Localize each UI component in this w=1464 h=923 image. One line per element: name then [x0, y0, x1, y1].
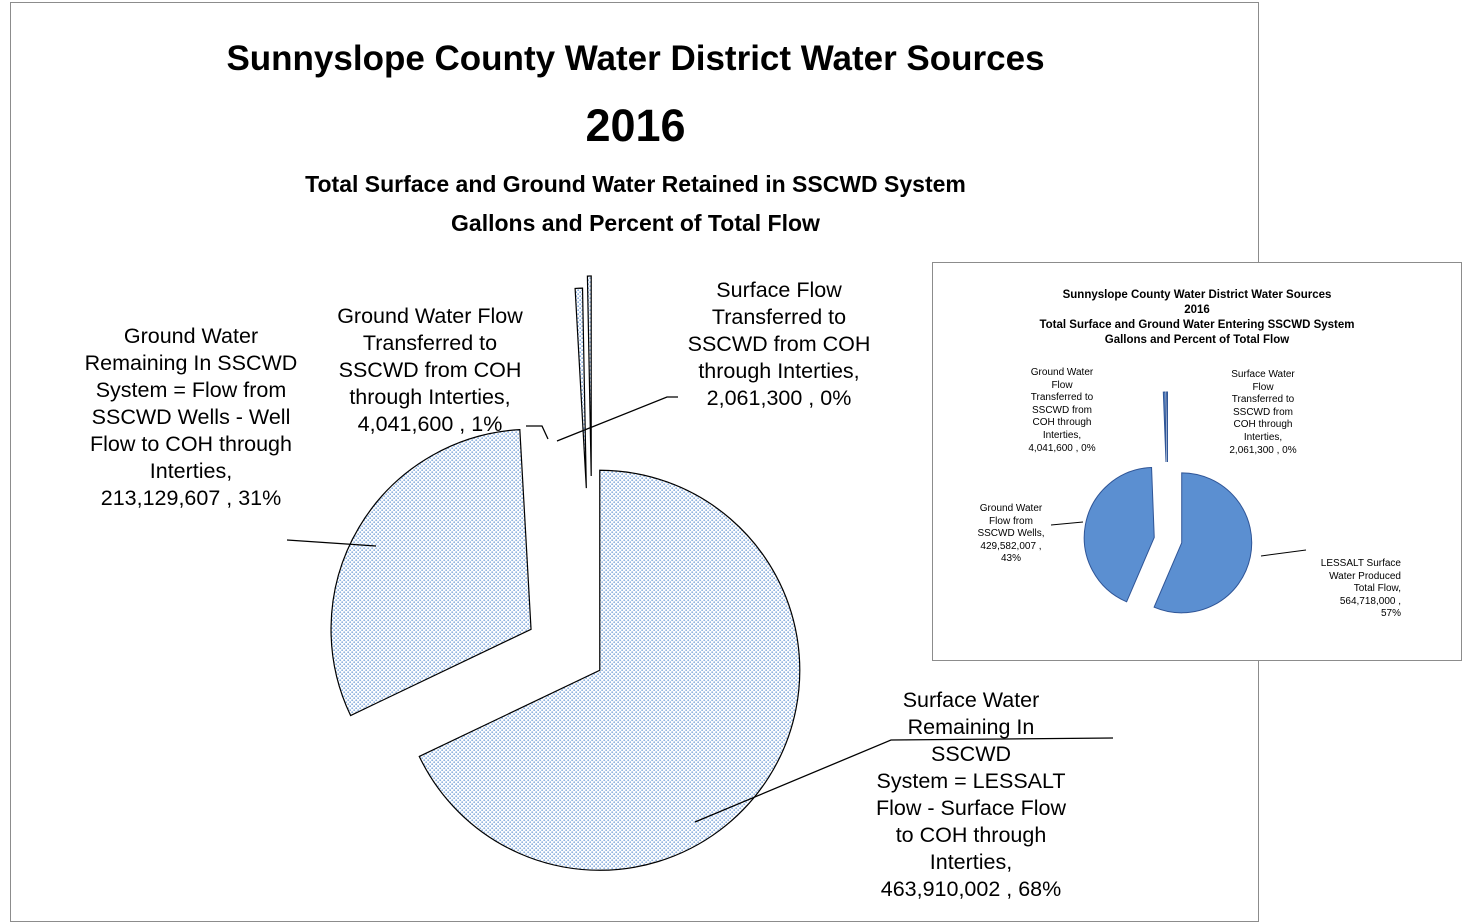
inset-year: 2016 [1184, 304, 1210, 316]
data-label-ground-transferred: Ground Water Flow Transferred to SSCWD f… [337, 304, 523, 436]
data-label-surface-remaining: Surface Water Remaining In SSCWD System … [876, 688, 1066, 901]
pie-slice-ground-remaining [330, 429, 532, 717]
inset-pie-slice-wells [1083, 466, 1155, 603]
data-label-surface-transferred: Surface Flow Transferred to SSCWD from C… [687, 278, 871, 410]
inset-pie-slice-lessalt [1153, 472, 1253, 614]
inset-subtitle-line2: Gallons and Percent of Total Flow [1104, 334, 1290, 346]
inset-pie-chart: Sunnyslope County Water District Water S… [932, 262, 1462, 661]
inset-leader-line-lessalt [1260, 549, 1307, 557]
inset-label-lessalt: LESSALT Surface Water Produced Total Flo… [1320, 558, 1401, 620]
inset-pie-slice-surface-transferred [1166, 391, 1168, 463]
pie-slice-surface-transferred [586, 275, 592, 477]
main-pie-plot [286, 275, 1114, 871]
inset-label-wells: Ground Water Flow from SSCWD Wells, 429,… [977, 503, 1045, 565]
pie-slice-surface-remaining [418, 469, 801, 871]
inset-pie-slice-ground-transferred [1162, 391, 1167, 463]
chart-year: 2016 [585, 100, 686, 151]
chart-subtitle-line1: Total Surface and Ground Water Retained … [305, 171, 966, 197]
inset-title: Sunnyslope County Water District Water S… [1062, 289, 1332, 301]
inset-pie-plot [1050, 391, 1307, 614]
inset-label-surface-transferred: Surface Water Flow Transferred to SSCWD … [1229, 369, 1297, 456]
data-label-ground-remaining: Ground Water Remaining In SSCWD System =… [84, 324, 298, 510]
inset-label-ground-transferred: Ground Water Flow Transferred to SSCWD f… [1028, 367, 1096, 454]
leader-line-ground-transferred [526, 425, 549, 440]
pie-slice-ground-transferred [574, 287, 587, 489]
leader-line-surface-remaining [694, 737, 1114, 823]
inset-leader-line-wells [1050, 521, 1084, 526]
leader-line-surface-transferred [556, 396, 678, 442]
leader-line-ground-remaining [286, 539, 377, 547]
chart-title: Sunnyslope County Water District Water S… [226, 39, 1045, 78]
chart-subtitle-line2: Gallons and Percent of Total Flow [451, 210, 820, 236]
inset-subtitle-line1: Total Surface and Ground Water Entering … [1039, 319, 1355, 331]
